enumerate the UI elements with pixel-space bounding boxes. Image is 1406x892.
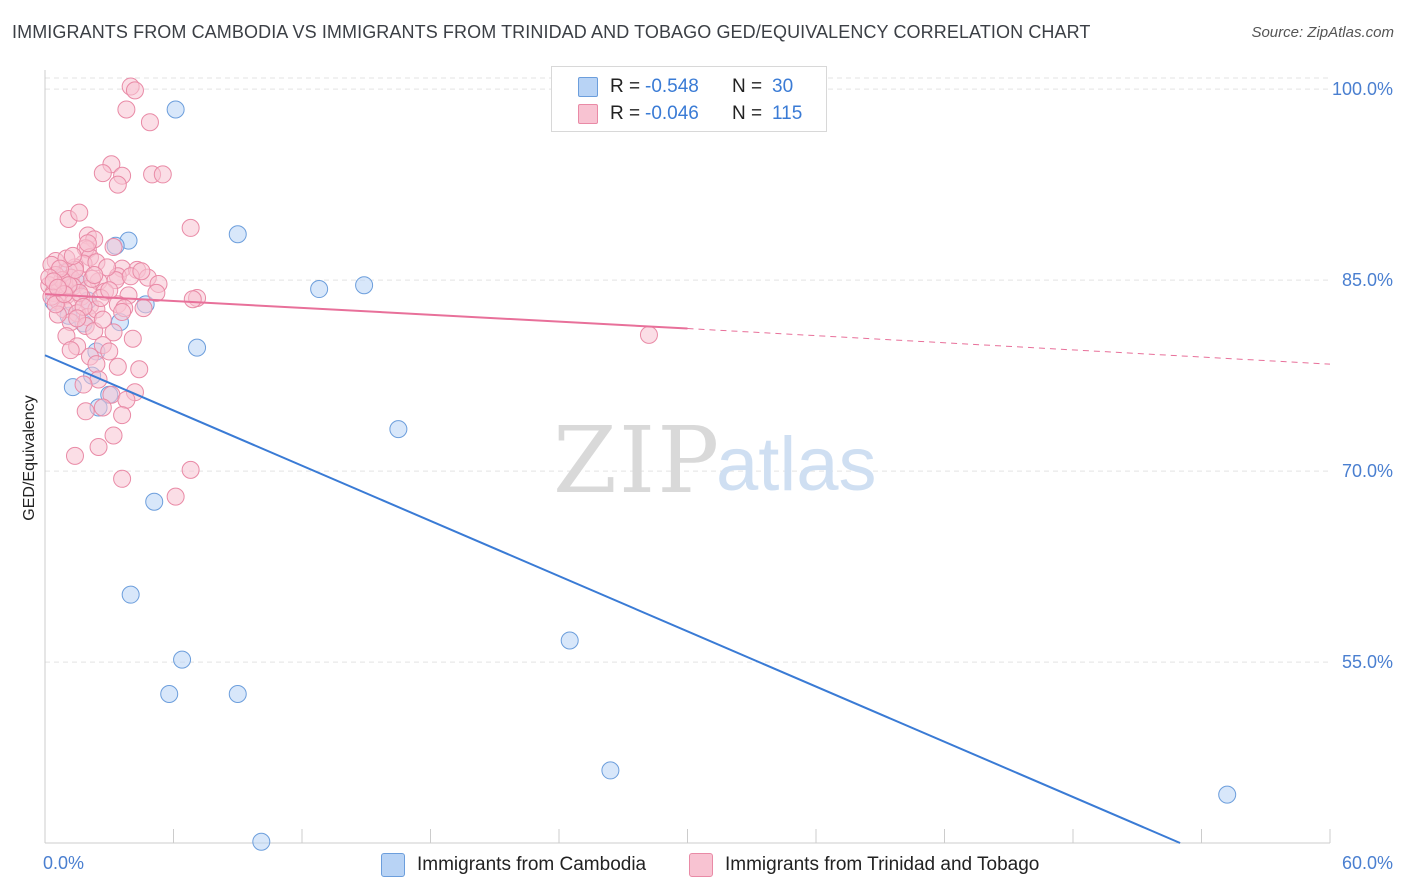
trinidad-trendline xyxy=(44,293,688,330)
legend-n-label: N = xyxy=(732,103,763,124)
trinidad-point xyxy=(78,234,97,253)
legend-n-value: 115 xyxy=(772,103,803,124)
y-tick-label: 100.0% xyxy=(1332,79,1393,99)
trinidad-point xyxy=(166,487,185,506)
legend-r-label: R = xyxy=(610,103,641,124)
trinidad-point xyxy=(61,341,80,360)
x-tick-label: 60.0% xyxy=(1342,853,1393,873)
trinidad-point xyxy=(113,406,132,425)
cambodia-point xyxy=(601,761,620,780)
trinidad-point xyxy=(70,203,89,222)
trinidad-point xyxy=(147,283,166,302)
points-layer xyxy=(40,77,1237,851)
watermark-atlas: atlas xyxy=(716,422,877,507)
trinidad-point xyxy=(125,81,144,100)
trinidad-point xyxy=(104,426,123,445)
trinidad-point xyxy=(183,290,202,309)
trinidad-point xyxy=(181,460,200,479)
legend-r-value: -0.548 xyxy=(645,76,699,97)
trinidad-point xyxy=(63,246,82,265)
grid-layer xyxy=(45,77,1330,663)
cambodia-point xyxy=(160,685,179,704)
correlation-legend: R = -0.548 N = 30 R = -0.046 N = 115 xyxy=(551,66,827,132)
trinidad-point xyxy=(117,100,136,119)
trinidad-point xyxy=(113,302,132,321)
legend-swatch-trinidad xyxy=(578,104,598,124)
trinidad-point xyxy=(93,398,112,417)
series-legend-trinidad: Immigrants from Trinidad and Tobago xyxy=(689,852,1039,878)
cambodia-point xyxy=(389,420,408,439)
cambodia-point xyxy=(355,276,374,295)
y-tick-label: 55.0% xyxy=(1342,652,1393,672)
trinidad-point xyxy=(108,357,127,376)
trinidad-point xyxy=(100,342,119,361)
cambodia-point xyxy=(145,492,164,511)
cambodia-point xyxy=(228,685,247,704)
trinidad-point xyxy=(130,360,149,379)
legend-swatch-cambodia xyxy=(578,77,598,97)
trinidad-point xyxy=(113,469,132,488)
trinidad-point xyxy=(108,175,127,194)
watermark: ZIP atlas xyxy=(553,407,877,514)
cambodia-point xyxy=(121,585,140,604)
cambodia-point xyxy=(173,650,192,669)
cambodia-point xyxy=(228,225,247,244)
trinidad-point xyxy=(104,323,123,342)
trend-layer xyxy=(44,293,1331,844)
series-legend-cambodia: Immigrants from Cambodia xyxy=(381,852,646,878)
trinidad-point xyxy=(104,238,123,257)
cambodia-point xyxy=(188,338,207,357)
trinidad-point xyxy=(123,329,142,348)
cambodia-point xyxy=(166,100,185,119)
series-label-cambodia: Immigrants from Cambodia xyxy=(417,854,647,875)
trinidad-point xyxy=(74,375,93,394)
cambodia-point xyxy=(1218,785,1237,804)
legend-r-value: -0.046 xyxy=(645,103,699,124)
trinidad-point xyxy=(140,113,159,132)
trinidad-point xyxy=(68,309,87,328)
trinidad-point xyxy=(134,299,153,318)
series-swatch-cambodia xyxy=(381,853,405,877)
legend-n-label: N = xyxy=(732,76,763,97)
label-layer: 55.0% 70.0% 85.0% 100.0% 0.0% 60.0% xyxy=(43,79,1393,873)
trinidad-point xyxy=(153,165,172,184)
trinidad-point xyxy=(85,266,104,285)
y-tick-label: 85.0% xyxy=(1342,270,1393,290)
trinidad-point xyxy=(132,262,151,281)
chart-title: IMMIGRANTS FROM CAMBODIA VS IMMIGRANTS F… xyxy=(12,22,1091,42)
watermark-zip: ZIP xyxy=(553,407,721,514)
x-tick-label: 0.0% xyxy=(43,853,84,873)
trinidad-point xyxy=(89,370,108,389)
trinidad-point xyxy=(100,281,119,300)
trinidad-point xyxy=(93,164,112,183)
legend-r-label: R = xyxy=(610,76,641,97)
trinidad-point xyxy=(89,437,108,456)
trinidad-point xyxy=(93,310,112,329)
trinidad-point xyxy=(181,218,200,237)
series-label-trinidad: Immigrants from Trinidad and Tobago xyxy=(725,854,1040,875)
cambodia-point xyxy=(310,280,329,299)
source-credit: Source: ZipAtlas.com xyxy=(1251,24,1394,41)
trinidad-point xyxy=(48,278,67,297)
trinidad-point xyxy=(76,402,95,421)
cambodia-point xyxy=(560,631,579,650)
trinidad-trendline-extension xyxy=(687,328,1331,365)
cambodia-point xyxy=(252,832,271,851)
trinidad-point xyxy=(87,355,106,374)
series-swatch-trinidad xyxy=(689,853,713,877)
y-tick-label: 70.0% xyxy=(1342,461,1393,481)
trinidad-point xyxy=(639,325,658,344)
legend-n-value: 30 xyxy=(772,76,794,97)
cambodia-trendline xyxy=(44,354,1181,844)
trinidad-point xyxy=(65,446,84,465)
trinidad-point xyxy=(117,390,136,409)
